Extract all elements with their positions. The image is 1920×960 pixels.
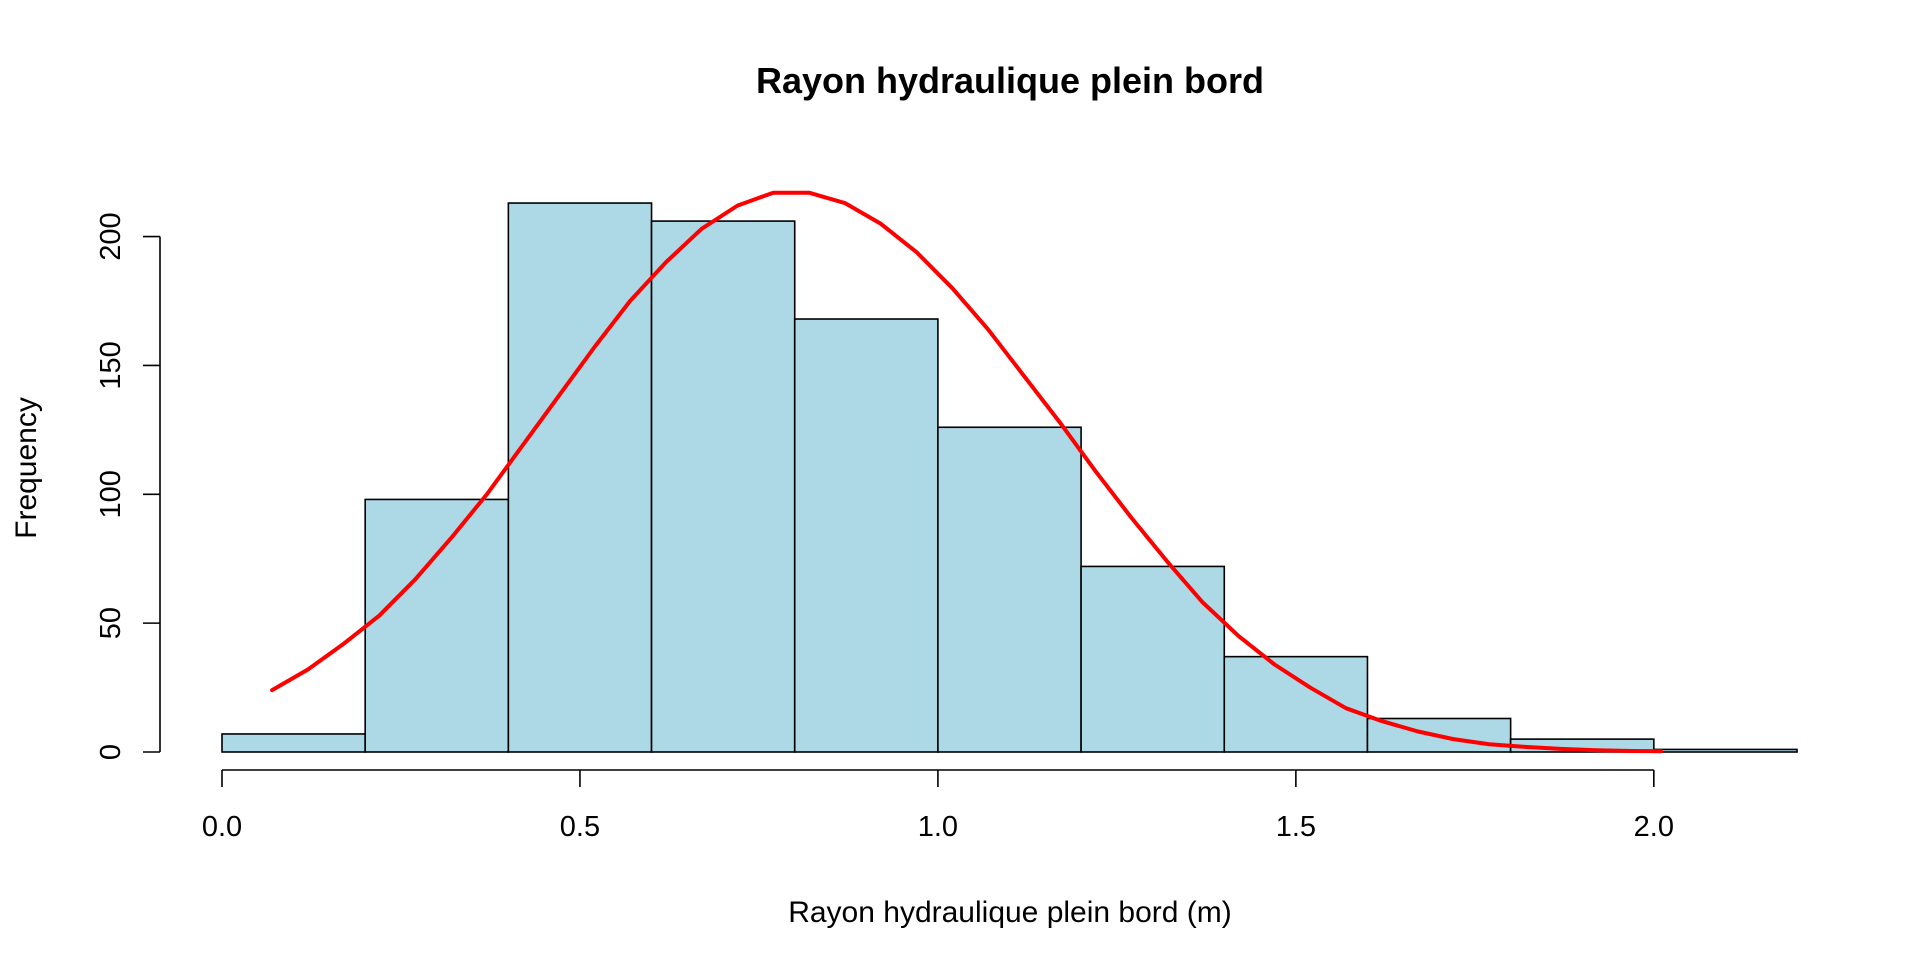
y-tick-label: 50 [95, 607, 127, 639]
histogram-bar [507, 202, 653, 753]
x-axis: 0.0 0.5 1.0 1.5 2.0 [202, 769, 1674, 843]
histogram-bar [1080, 565, 1226, 753]
y-axis-label: Frequency [10, 397, 43, 539]
histogram-bar [221, 733, 366, 753]
histogram-bar [364, 498, 510, 753]
y-tick-label: 200 [95, 212, 127, 260]
x-tick-label: 1.0 [918, 811, 958, 843]
chart-title: Rayon hydraulique plein bord [756, 60, 1264, 101]
y-tick-label: 150 [95, 341, 127, 389]
density-curve [270, 190, 1663, 754]
x-tick-label: 0.5 [560, 811, 600, 843]
x-tick-label: 1.5 [1276, 811, 1316, 843]
y-tick-label: 0 [95, 744, 127, 760]
histogram-bar [793, 318, 939, 753]
y-axis: 0 50 100 150 200 [95, 212, 161, 760]
histogram-bar [1223, 655, 1369, 753]
x-tick-label: 0.0 [202, 811, 242, 843]
x-tick-label: 2.0 [1634, 811, 1674, 843]
histogram-bar [937, 426, 1082, 753]
histogram-bars [221, 202, 1798, 753]
histogram-bar [1653, 748, 1798, 753]
x-axis-label: Rayon hydraulique plein bord (m) [788, 896, 1232, 929]
histogram-bar [650, 220, 796, 753]
y-tick-label: 100 [95, 470, 127, 518]
